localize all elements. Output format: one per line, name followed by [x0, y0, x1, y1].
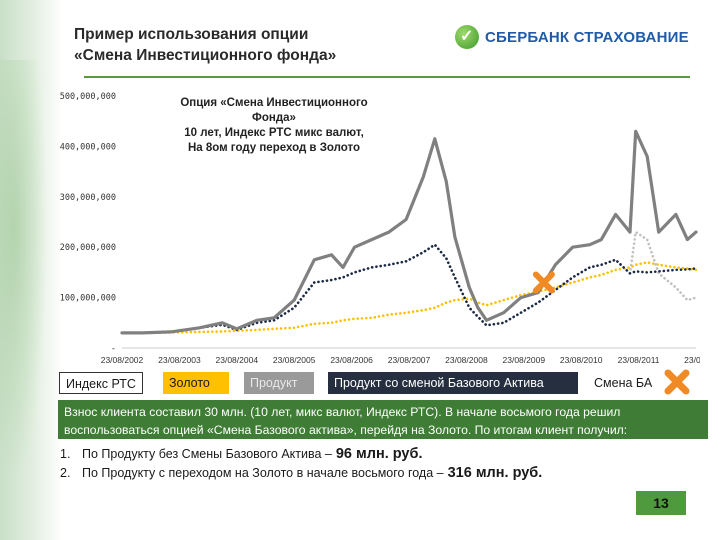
page-number: 13 — [636, 491, 686, 515]
legend-product-switch: Продукт со сменой Базового Актива — [328, 372, 578, 394]
result-item: 2. По Продукту с переходом на Золото в н… — [60, 464, 700, 483]
x-tick-label: 23/08/2007 — [388, 355, 431, 365]
page-title-line2: «Смена Инвестиционного фонда» — [74, 47, 337, 64]
switch-cross-icon — [664, 369, 690, 395]
x-tick-label: 23/08/2006 — [330, 355, 373, 365]
chart-annotation-line: Фонда» — [252, 112, 296, 124]
summary-banner: Взнос клиента составил 30 млн. (10 лет, … — [58, 400, 708, 439]
series-line-rts — [120, 129, 698, 335]
x-tick-label: 23/08/2011 — [618, 355, 660, 365]
x-tick-label: 23/08/2002 — [101, 355, 144, 365]
legend-gold: Золото — [163, 372, 229, 394]
result-number: 1. — [60, 447, 71, 461]
page-title-line1: Пример использования опции — [74, 26, 309, 43]
header-divider — [84, 76, 690, 78]
x-tick-label: 23/08/2005 — [273, 355, 316, 365]
x-tick-label: 23/08/2004 — [216, 355, 259, 365]
x-tick-label: 23/08/2009 — [503, 355, 546, 365]
results-list: 1. По Продукту без Смены Базового Актива… — [60, 445, 700, 483]
x-tick-label: 23/08/2003 — [158, 355, 201, 365]
y-tick-label: 400,000,000 — [60, 142, 116, 152]
chart-annotation-line: На 8ом году переход в Золото — [188, 142, 360, 154]
series-line-product-switch — [120, 243, 698, 335]
series-line-gold — [120, 261, 698, 335]
result-value: 96 млн. руб. — [335, 446, 423, 462]
page-title: Пример использования опции «Смена Инвест… — [74, 24, 414, 66]
x-tick-label: 23/08/2010 — [560, 355, 603, 365]
chart-annotation-line: Опция «Смена Инвестиционного — [180, 97, 367, 109]
chart-annotation-line: 10 лет, Индекс РТС микс валют, — [184, 127, 364, 139]
result-item: 1. По Продукту без Смены Базового Актива… — [60, 445, 700, 464]
brand-logo-text: СБЕРБАНК СТРАХОВАНИЕ — [485, 28, 689, 46]
result-text: По Продукту без Смены Базового Актива – — [82, 447, 332, 461]
legend-switch: Смена БА — [588, 372, 660, 394]
investment-chart: - 100,000,000 200,000,000 300,000,000 400,00… — [60, 92, 700, 365]
result-text: По Продукту с переходом на Золото в нача… — [82, 466, 444, 480]
legend-product: Продукт — [244, 372, 314, 394]
decorative-leaf-background — [0, 0, 62, 540]
switch-marker-stroke — [532, 271, 555, 294]
series-line-product — [120, 230, 698, 335]
y-tick-label: 500,000,000 — [60, 92, 116, 102]
y-tick-label: 100,000,000 — [60, 294, 116, 304]
x-tick-label: 23/08/ — [684, 355, 700, 365]
y-tick-label: - — [111, 344, 116, 354]
legend-rts: Индекс РТС — [59, 372, 143, 394]
y-tick-label: 300,000,000 — [60, 193, 116, 203]
summary-banner-line2: воспользоваться опцией «Смена Базового а… — [64, 423, 628, 437]
sberbank-logo-icon — [455, 25, 479, 49]
result-number: 2. — [60, 466, 71, 480]
summary-banner-line1: Взнос клиента составил 30 млн. (10 лет, … — [64, 405, 621, 419]
x-tick-label: 23/08/2008 — [445, 355, 488, 365]
brand-logo: СБЕРБАНК СТРАХОВАНИЕ — [455, 24, 705, 50]
y-tick-label: 200,000,000 — [60, 243, 116, 253]
result-value: 316 млн. руб. — [447, 465, 543, 481]
